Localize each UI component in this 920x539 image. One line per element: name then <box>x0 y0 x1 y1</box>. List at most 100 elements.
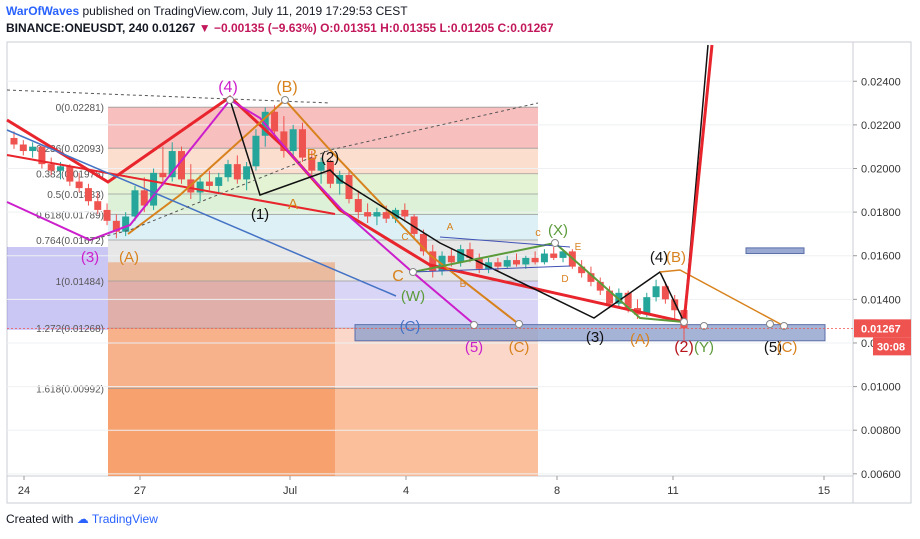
candle-body <box>457 249 465 263</box>
candle-body <box>178 151 185 180</box>
time-tick-label: 4 <box>403 485 409 497</box>
wave-label: D <box>561 274 568 285</box>
candle-body <box>224 164 232 178</box>
candle-body <box>57 166 65 171</box>
wave-label: (C) <box>777 339 798 356</box>
fib-zone <box>108 194 538 215</box>
price-tick-label: 0.01600 <box>861 251 901 263</box>
fib-overlay-left <box>108 262 335 476</box>
candle-body <box>550 253 558 258</box>
price-change: ▼ −0.00135 (−9.63%) <box>198 21 317 35</box>
wave-label: (X) <box>548 222 568 239</box>
candle-body <box>10 137 18 145</box>
published-text: published on TradingView.com, July 11, 2… <box>82 4 408 18</box>
wave-label: c <box>535 227 541 239</box>
candle-body <box>345 175 353 200</box>
wave-label: (B) <box>666 249 686 266</box>
wave-label: (A) <box>630 331 650 348</box>
wave-label: (5) <box>465 339 483 356</box>
candle-body <box>559 251 567 258</box>
candle-body <box>289 129 297 152</box>
fib-label: 0(0.02281) <box>56 103 104 114</box>
fib-overlay-purple <box>7 247 108 330</box>
candle-body <box>410 216 418 234</box>
candle-body <box>243 166 251 180</box>
candle-body <box>540 253 548 263</box>
fib-zone <box>108 214 538 241</box>
candle-body <box>401 209 409 217</box>
candle-body <box>308 157 316 171</box>
author-name[interactable]: WarOfWaves <box>6 4 80 18</box>
candle-body <box>643 297 651 315</box>
candle-body <box>280 131 288 152</box>
candle-body <box>503 260 511 267</box>
candle-body <box>429 251 437 271</box>
time-tick-label: 8 <box>554 485 560 497</box>
wave-label: A <box>288 196 298 213</box>
fib-divider <box>335 0 338 476</box>
wave-label: (C) <box>400 318 421 335</box>
blue-wave-path <box>6 129 397 297</box>
time-axis <box>6 475 854 504</box>
fib-label: 1.272(0.01268) <box>36 324 104 335</box>
symbol-label: BINANCE:ONEUSDT, 240 <box>6 21 149 35</box>
candle-body <box>159 172 167 178</box>
wave-label: (W) <box>401 288 425 305</box>
wave-point-marker <box>700 322 708 330</box>
candle-body <box>103 209 111 221</box>
triangle-lower-line <box>412 265 571 273</box>
candle-body <box>317 161 325 171</box>
candle-body <box>66 166 74 182</box>
candle-body <box>122 216 130 232</box>
tradingview-logo-icon: ☁ <box>76 512 89 526</box>
candle-body <box>447 255 455 263</box>
wave-label: A <box>447 222 454 233</box>
time-tick-label: 27 <box>134 485 146 497</box>
ohlc-values: O:0.01351 H:0.01355 L:0.01205 C:0.01267 <box>320 21 554 35</box>
candle-body <box>382 212 390 219</box>
wave-label: (C) <box>509 339 530 356</box>
price-tick-label: 0.02200 <box>861 120 901 132</box>
wave-label: B <box>460 279 467 290</box>
candle-body <box>466 249 474 258</box>
candle-body <box>661 286 669 300</box>
time-tick-label: 24 <box>18 485 30 497</box>
candle-body <box>215 177 223 186</box>
last-price-tag <box>854 319 911 338</box>
candle-body <box>522 257 530 265</box>
candle-body <box>19 144 27 152</box>
wave-point-marker <box>515 320 523 328</box>
wave-label: (2) <box>321 149 339 166</box>
tradingview-brand[interactable]: TradingView <box>91 512 158 526</box>
symbol-line: BINANCE:ONEUSDT, 240 0.01267 ▼ −0.00135 … <box>6 21 554 35</box>
candle-body <box>531 257 539 263</box>
candle-body <box>84 188 92 202</box>
candle-body <box>364 212 372 217</box>
fib-label: 0.236(0.02093) <box>36 144 104 155</box>
candle-body <box>75 181 83 189</box>
wave-label: (4) <box>650 249 668 266</box>
wave-point-marker <box>680 318 688 326</box>
fib-label: 1.618(0.00992) <box>36 384 104 395</box>
candle-body <box>140 190 148 206</box>
candle-body <box>587 273 595 282</box>
candle-body <box>652 286 660 298</box>
wave-label: B <box>307 147 318 164</box>
candle-body <box>47 164 55 171</box>
wave-label: C <box>401 232 408 243</box>
candle-body <box>494 262 502 267</box>
wave-label: C <box>392 268 404 285</box>
target-zone-small <box>745 247 805 255</box>
candle-body <box>29 146 37 152</box>
triangle-upper-line <box>439 236 571 248</box>
candle-body <box>252 135 260 167</box>
wave-label: (3) <box>586 329 604 346</box>
red-trend-secondary <box>6 154 336 215</box>
countdown-text: 30:08 <box>877 341 905 353</box>
created-with-text: Created with <box>6 512 74 526</box>
fib-label: 0.618(0.01789) <box>36 211 104 222</box>
price-tick-label: 0.01800 <box>861 207 901 219</box>
wave-label: (A) <box>119 249 139 266</box>
candle-body <box>131 190 139 217</box>
